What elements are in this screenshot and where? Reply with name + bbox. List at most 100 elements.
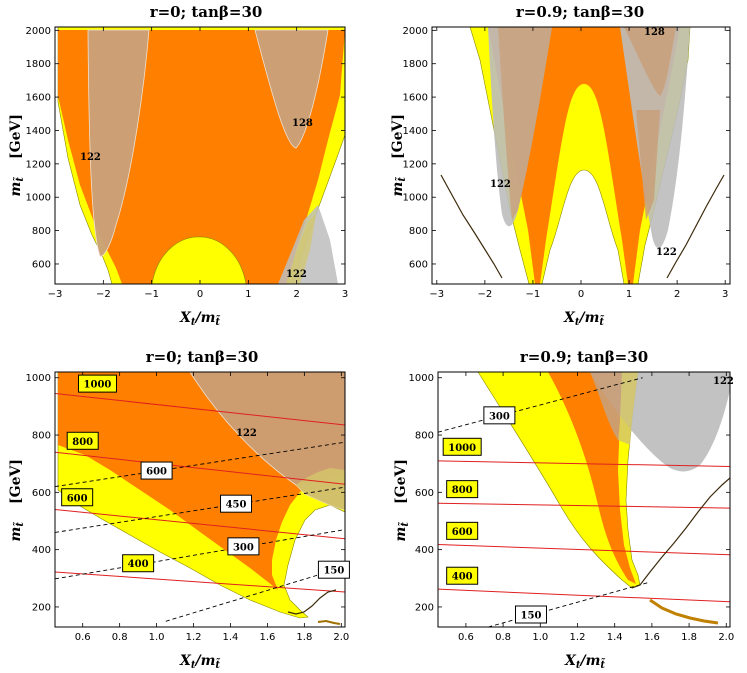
svg-text:mt̃: mt̃ xyxy=(393,522,411,542)
p3-red-label: 600 xyxy=(67,493,88,504)
panel-1: r=0; tanβ=30 −3 −2 −1 0 1 2 3 600 800 1000 1200 14… xyxy=(8,3,348,328)
p4-dashed-label: 150 xyxy=(521,611,542,622)
p4-red-label: 1000 xyxy=(448,443,476,454)
panel-4-frame xyxy=(437,371,731,628)
p4-xtick-label: 1.4 xyxy=(607,632,623,643)
p3-ylabel: mt̃ [GeV] xyxy=(8,459,26,541)
svg-text:[GeV]: [GeV] xyxy=(390,114,406,159)
p1-gray-left xyxy=(87,29,150,257)
p1-xtick-label: −3 xyxy=(48,289,63,300)
p4-black-curve xyxy=(631,477,730,589)
p4-red-contour-600 xyxy=(438,543,730,556)
p4-xtick-label: 1.2 xyxy=(570,632,586,643)
panel-3: r=0; tanβ=30 0.6 0.8 1.0 1.2 1.4 1.6 1.8 2.0 20… xyxy=(8,348,350,671)
p3-red-contour-800 xyxy=(55,451,345,485)
p1-ytick-label: 2000 xyxy=(26,26,51,37)
p2-annot-0: 122 xyxy=(490,179,511,190)
p2-ytick-label: 1200 xyxy=(403,159,428,170)
p1-annot-0: 122 xyxy=(80,152,101,163)
p4-ytick-label: 200 xyxy=(415,602,434,613)
svg-text:[GeV]: [GeV] xyxy=(8,114,24,159)
p1-inner-yellow xyxy=(151,236,247,284)
p3-xlabel: Xt/mt̃ xyxy=(179,653,220,671)
p2-xtick-label: −3 xyxy=(429,289,444,300)
p2-ytick-label: 800 xyxy=(409,226,428,237)
panel-3-frame xyxy=(54,371,346,628)
svg-text:[GeV]: [GeV] xyxy=(8,459,24,504)
p3-red-label: 800 xyxy=(72,437,93,448)
p2-xtick-label: 1 xyxy=(626,289,632,300)
p4-red-label: 800 xyxy=(452,485,473,496)
p2-ytick-label: 2000 xyxy=(403,26,428,37)
p2-annot-1: 128 xyxy=(644,27,665,38)
p4-dashed-label: 300 xyxy=(489,411,510,422)
p1-xtick-label: 0 xyxy=(197,289,203,300)
p1-xtick-label: 2 xyxy=(293,289,299,300)
p2-ytick-label: 1400 xyxy=(403,126,428,137)
p2-ytick-label: 1800 xyxy=(403,59,428,70)
p3-dashed-contour-150 xyxy=(165,566,345,622)
p4-dashed-contour-300 xyxy=(438,377,643,433)
p2-xtick-label: 3 xyxy=(722,289,728,300)
p3-red-label-box xyxy=(77,374,117,393)
panel-3-title: r=0; tanβ=30 xyxy=(146,348,259,366)
p4-xlabel: Xt/mt̃ xyxy=(564,653,605,671)
p2-xlabel: Xt/mt̃ xyxy=(563,310,604,328)
p4-red-label-box xyxy=(446,480,479,499)
p4-ytick-label: 1000 xyxy=(409,373,434,384)
p2-annot-2: 122 xyxy=(656,247,677,258)
p3-dashed-label-box xyxy=(317,560,350,579)
p3-red-contour-1000 xyxy=(55,392,345,426)
svg-text:mt̃: mt̃ xyxy=(8,177,26,197)
p3-dashed-label: 450 xyxy=(226,500,247,511)
p3-red-label-box xyxy=(122,554,155,573)
p2-ytick-label: 1000 xyxy=(403,193,428,204)
panel-2: r=0.9; tanβ=30 −3 −2 −1 0 1 2 3 600 800 1000 1200… xyxy=(390,3,731,328)
panel-4-title: r=0.9; tanβ=30 xyxy=(520,348,648,366)
p3-orange-tail xyxy=(317,619,341,625)
p1-ytick-label: 600 xyxy=(32,259,51,270)
p4-gray-overlay-orange xyxy=(590,372,622,440)
p3-ytick-label: 400 xyxy=(32,545,51,556)
p3-xtick-label: 1.2 xyxy=(186,632,202,643)
p3-xtick-label: 0.8 xyxy=(112,632,128,643)
p3-dashed-contour-300 xyxy=(55,529,345,580)
p1-ytick-label: 1000 xyxy=(26,193,51,204)
p2-ylabel: mt̃ [GeV] xyxy=(390,114,408,196)
p3-ytick-label: 200 xyxy=(32,602,51,613)
p4-red-label-box xyxy=(442,437,482,456)
p4-xtick-label: 0.8 xyxy=(495,632,511,643)
svg-text:mt̃: mt̃ xyxy=(8,522,26,542)
panel-1-title: r=0; tanβ=30 xyxy=(150,3,263,21)
p4-xtick-label: 1.6 xyxy=(644,632,660,643)
p4-xtick-label: 1.8 xyxy=(681,632,697,643)
p4-red-label: 400 xyxy=(452,572,473,583)
p1-ylabel: mt̃ [GeV] xyxy=(8,114,26,196)
p4-dashed-label-box xyxy=(483,406,516,425)
p2-gray-right-overlay xyxy=(624,27,676,220)
svg-text:mt̃: mt̃ xyxy=(390,177,408,197)
p3-ytick-label: 600 xyxy=(32,488,51,499)
p1-annot-1: 128 xyxy=(292,118,313,129)
p3-xtick-label: 2.0 xyxy=(333,632,349,643)
p4-red-contour-1000 xyxy=(438,460,730,468)
p3-red-contour-600 xyxy=(55,509,345,540)
p3-dashed-label: 150 xyxy=(323,566,344,577)
p2-black-curve-left xyxy=(440,174,503,279)
p4-red-label: 600 xyxy=(452,527,473,538)
p1-xtick-label: 1 xyxy=(245,289,251,300)
p1-annot-2: 122 xyxy=(286,269,307,280)
p4-ytick-label: 600 xyxy=(415,488,434,499)
p3-dashed-label: 300 xyxy=(233,542,254,553)
p3-black-curve xyxy=(287,589,337,615)
p3-dashed-label-box xyxy=(220,494,253,513)
p1-xtick-label: 3 xyxy=(342,289,348,300)
p2-xtick-label: −2 xyxy=(477,289,492,300)
p3-xtick-label: 1.8 xyxy=(296,632,312,643)
p3-red-label-box xyxy=(66,431,99,450)
p3-red-label-box xyxy=(61,488,94,507)
p2-xtick-label: 2 xyxy=(674,289,680,300)
p2-black-curve-right xyxy=(666,174,725,279)
p1-ytick-label: 1600 xyxy=(26,93,51,104)
